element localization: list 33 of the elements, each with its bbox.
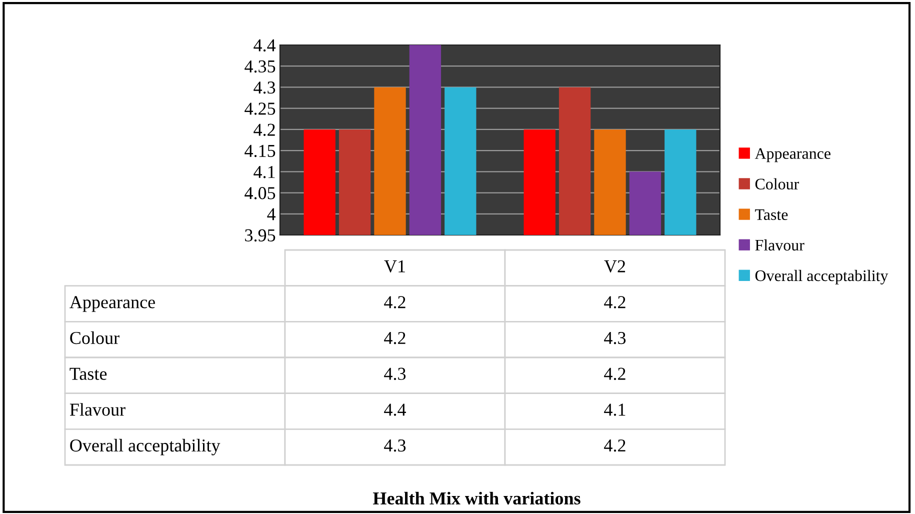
y-tick-label: 4.25 — [244, 102, 276, 115]
y-tick-label: 4.05 — [244, 187, 276, 200]
y-tick-label: 4.4 — [254, 39, 276, 52]
data-label: 4.2 — [604, 368, 626, 380]
y-tick-label: 4.1 — [254, 166, 275, 178]
text: Flavour — [70, 403, 126, 416]
data-label: 4.3 — [384, 368, 406, 380]
data-label: 4.3 — [604, 332, 626, 344]
data-label: 4.4 — [384, 404, 406, 416]
x-tick-label: V1 — [384, 260, 405, 273]
y-tick-label: 4.15 — [244, 144, 276, 158]
data-label: 4.3 — [384, 439, 406, 452]
y-tick-label: 3.95 — [245, 229, 276, 242]
text: Taste — [70, 368, 107, 380]
text: Health Mix with variations — [372, 492, 580, 505]
y-tick-label: 4.3 — [254, 82, 276, 94]
data-label: 4.2 — [604, 439, 626, 452]
legend-label: Taste — [755, 209, 788, 220]
y-tick-label: 4 — [267, 208, 276, 220]
legend-label: Overall acceptability — [755, 270, 888, 284]
legend-label: Colour — [755, 178, 799, 190]
data-label: 4.1 — [604, 404, 626, 416]
legend-label: Appearance — [754, 148, 830, 162]
data-label: 4.2 — [384, 296, 406, 308]
x-tick-label: V2 — [604, 260, 626, 273]
text: Colour — [70, 331, 120, 344]
data-label: 4.2 — [384, 332, 406, 344]
text: Overall acceptability — [70, 438, 220, 456]
legend-label: Flavour — [755, 239, 804, 251]
y-tick-label: 4.2 — [254, 124, 275, 136]
y-tick-label: 4.35 — [244, 60, 276, 73]
data-label: 4.2 — [604, 296, 626, 308]
text: Appearance — [70, 296, 155, 312]
